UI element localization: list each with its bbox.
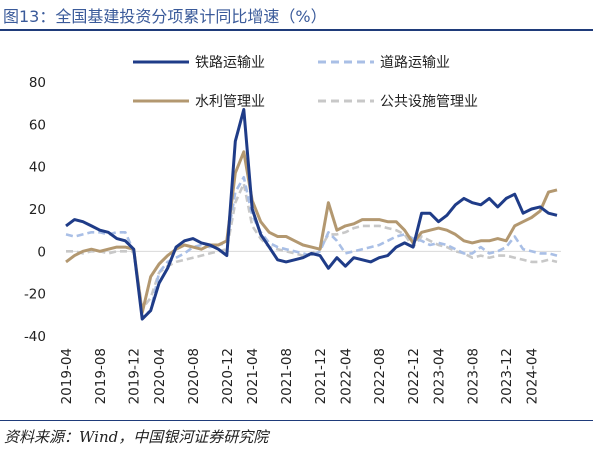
- y-tick-label: 0: [37, 244, 46, 260]
- x-tick-label: 2021-12: [313, 348, 329, 404]
- line-chart: 80 60 40 20 0 -20 -40 2019-04 2019-08 2019-12 202…: [24, 55, 561, 404]
- x-tick-label: 2020-12: [220, 348, 236, 404]
- x-tick-label: 2024-04: [525, 348, 541, 404]
- x-tick-label: 2022-12: [406, 348, 422, 404]
- series-lines: [65, 108, 558, 321]
- source-note: 资料来源：Wind，中国银河证券研究院: [4, 428, 269, 446]
- x-tick-label: 2022-08: [372, 348, 388, 404]
- x-tick-label: 2019-12: [127, 348, 143, 404]
- x-axis-ticks: 2019-04 2019-08 2019-12 2020-04 2020-08 2020-…: [59, 348, 541, 404]
- legend-label: 铁路运输业: [195, 55, 265, 71]
- y-tick-label: 20: [29, 202, 46, 218]
- series-line-0: [65, 108, 558, 321]
- legend-label: 公共设施管理业: [380, 94, 478, 110]
- x-tick-label: 2021-08: [279, 348, 295, 404]
- x-tick-label: 2019-08: [93, 348, 109, 404]
- y-tick-label: 40: [29, 160, 46, 176]
- x-tick-label: 2023-12: [499, 348, 515, 404]
- footer-rule: [0, 420, 593, 421]
- y-tick-label: 60: [29, 117, 46, 133]
- x-tick-label: 2023-04: [432, 348, 448, 404]
- x-tick-label: 2020-08: [186, 348, 202, 404]
- legend-label: 道路运输业: [380, 55, 450, 71]
- y-tick-label: -40: [24, 329, 46, 345]
- y-tick-label: -20: [24, 287, 46, 303]
- series-line-2: [65, 150, 558, 315]
- x-tick-label: 2022-04: [338, 348, 354, 404]
- x-tick-label: 2019-04: [59, 348, 75, 404]
- x-tick-label: 2023-08: [465, 348, 481, 404]
- x-tick-label: 2021-04: [245, 348, 261, 404]
- figure-title: 图13：全国基建投资分项累计同比增速（%）: [3, 7, 327, 26]
- x-tick-label: 2020-04: [152, 348, 168, 404]
- legend-label: 水利管理业: [195, 94, 265, 110]
- title-underline: [0, 29, 593, 31]
- y-tick-label: 80: [29, 75, 46, 91]
- y-axis-ticks: 80 60 40 20 0 -20 -40: [24, 75, 46, 345]
